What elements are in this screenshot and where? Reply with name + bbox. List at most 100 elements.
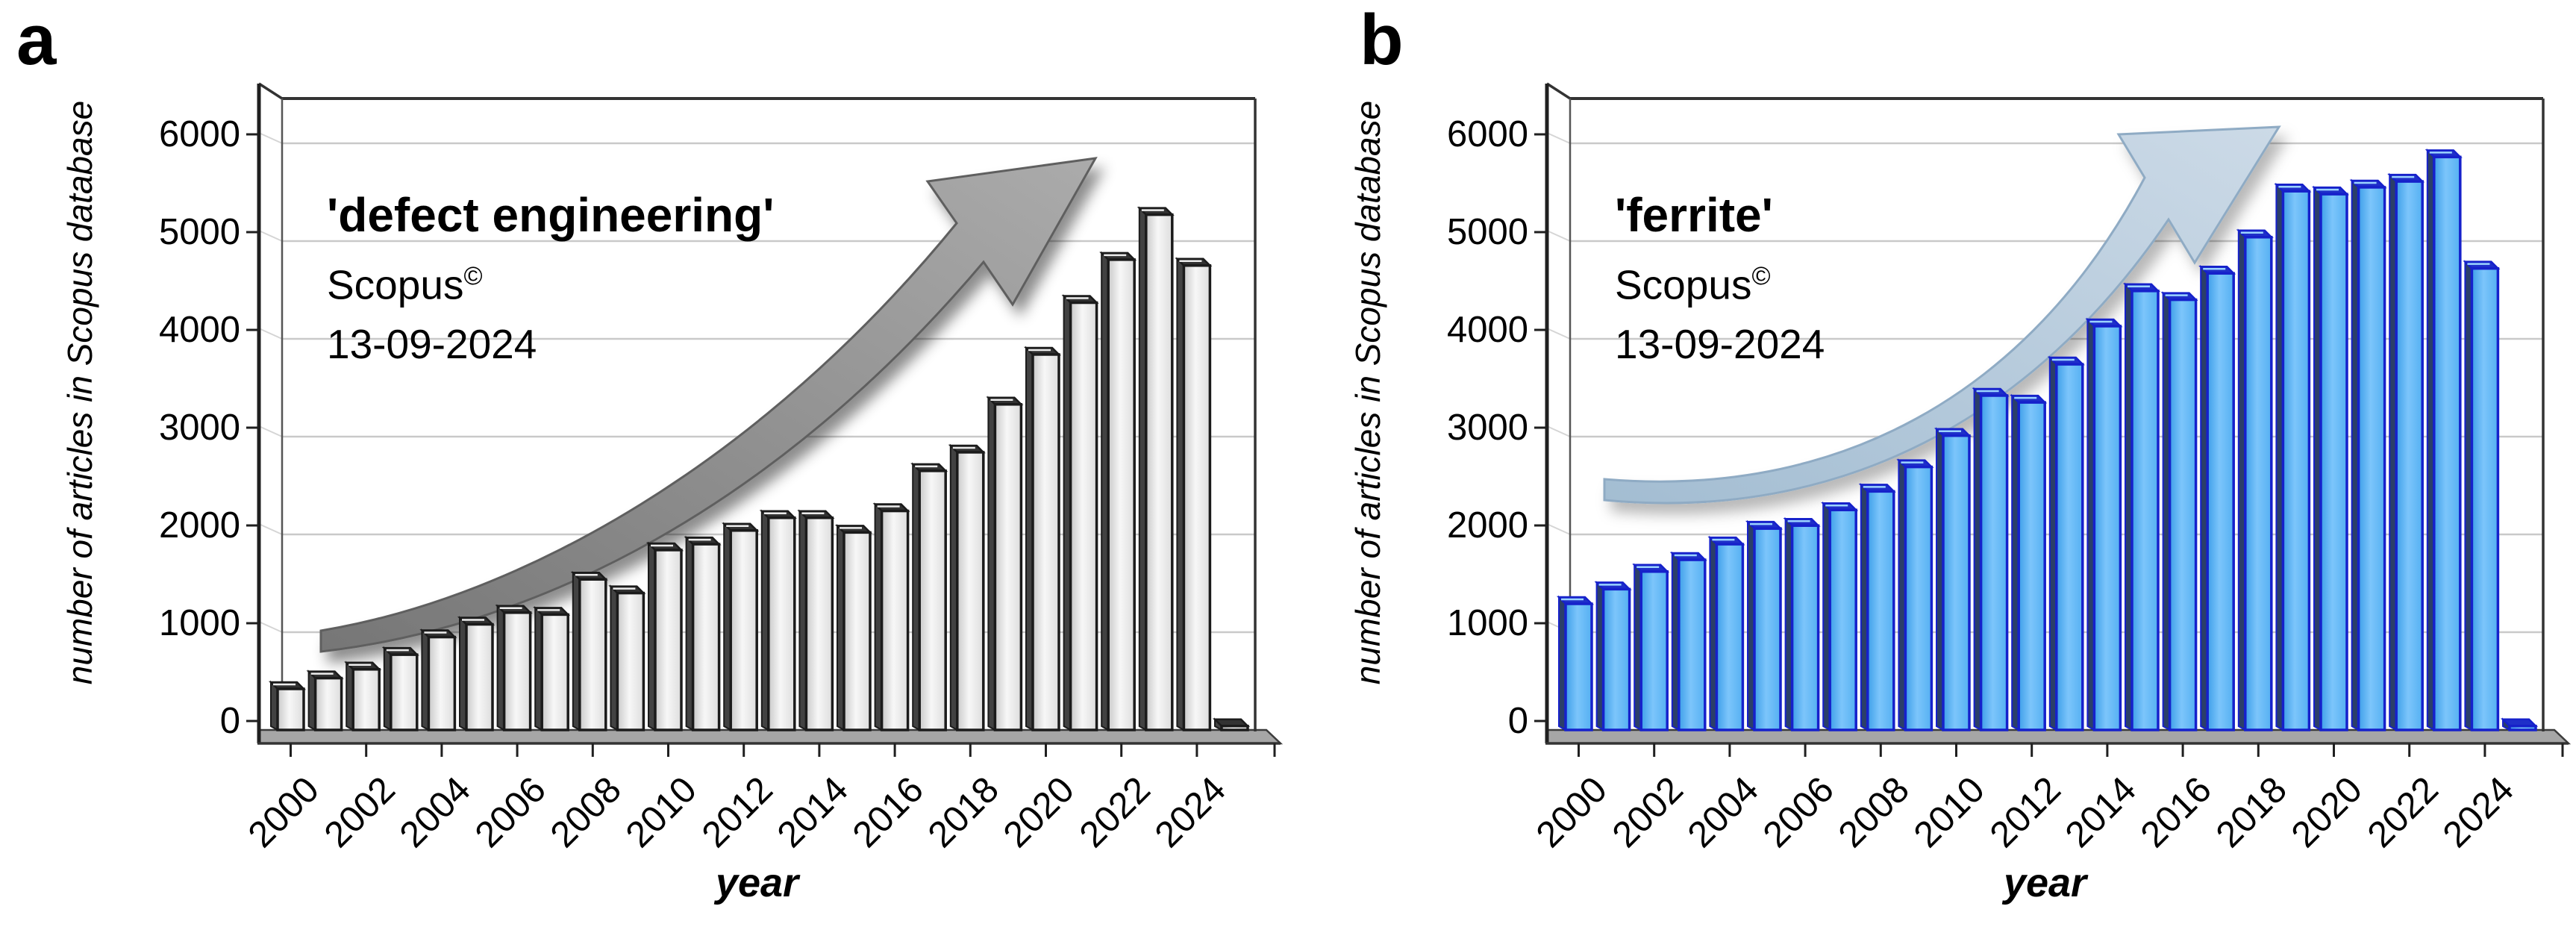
- y-tick-label-1000: 1000: [158, 603, 240, 643]
- bar-2017: [910, 462, 948, 731]
- bar-2022: [1099, 251, 1137, 731]
- y-tick-label-2000: 2000: [1446, 505, 1528, 546]
- x-axis-title-b: year: [2003, 861, 2087, 905]
- bar-2015: [2122, 282, 2161, 731]
- axes-frame: [1545, 82, 2569, 745]
- bar-2020: [1023, 346, 1062, 731]
- date-line-a: 13-09-2024: [327, 321, 537, 368]
- chart-panel-a: a number of articles in Scopus database …: [16, 0, 1284, 905]
- bar-2025: [2500, 717, 2539, 731]
- bar-2011: [1972, 387, 2010, 731]
- bar-chart-b: [1534, 82, 2572, 757]
- bar-2025: [1212, 717, 1251, 731]
- bar-2004: [419, 628, 457, 731]
- bar-2001: [1594, 580, 1632, 731]
- y-ticks: [1534, 133, 1547, 722]
- left-wall: [259, 84, 282, 743]
- bars: [268, 206, 1251, 731]
- bar-2016: [2160, 291, 2198, 731]
- y-tick-label-6000: 6000: [1446, 114, 1528, 154]
- copyright-symbol-a: ©: [463, 262, 483, 290]
- y-tick-label-3000: 3000: [1446, 408, 1528, 448]
- y-tick-label-0: 0: [219, 701, 240, 741]
- trend-arrow: [1603, 125, 2281, 505]
- bar-2007: [533, 606, 571, 731]
- y-tick-label-1000: 1000: [1446, 603, 1528, 643]
- y-ticks: [246, 133, 259, 722]
- bar-2005: [1745, 519, 1783, 731]
- copyright-symbol-b: ©: [1751, 262, 1771, 290]
- bar-2007: [1821, 501, 1859, 731]
- bar-2010: [645, 541, 684, 731]
- bar-2024: [2463, 260, 2501, 731]
- date-line-b: 13-09-2024: [1615, 321, 1825, 368]
- bar-2014: [2085, 317, 2123, 731]
- panel-label-a: a: [16, 0, 57, 80]
- search-term-title-a: 'defect engineering': [327, 188, 775, 242]
- bar-2012: [2010, 393, 2048, 731]
- bar-2022: [2387, 172, 2425, 731]
- source-line-b: Scopus©: [1615, 246, 1825, 314]
- bar-2004: [1707, 535, 1745, 731]
- bar-2019: [2274, 182, 2312, 731]
- source-name-a: Scopus: [327, 261, 464, 308]
- bar-2002: [1632, 563, 1670, 731]
- bar-2006: [495, 604, 533, 731]
- bar-2018: [2236, 228, 2274, 731]
- bar-2000: [1556, 595, 1595, 731]
- bar-2011: [684, 535, 722, 731]
- bar-2019: [986, 396, 1024, 731]
- bar-2023: [2425, 148, 2463, 731]
- bar-2017: [2198, 264, 2236, 731]
- y-tick-label-3000: 3000: [158, 408, 240, 448]
- bar-2009: [1896, 458, 1934, 731]
- y-tick-label-5000: 5000: [1446, 212, 1528, 252]
- bar-2013: [759, 509, 797, 731]
- x-axis-title-a: year: [715, 861, 799, 905]
- bar-2018: [948, 443, 986, 731]
- source-line-a: Scopus©: [327, 246, 774, 314]
- y-tick-label-4000: 4000: [158, 310, 240, 350]
- bar-2016: [872, 502, 910, 731]
- chart-panel-b: b number of articles in Scopus database …: [1288, 0, 2576, 927]
- bar-2021: [1061, 294, 1099, 731]
- bar-2014: [797, 509, 835, 731]
- bar-2013: [2047, 355, 2085, 731]
- bar-2001: [306, 670, 344, 731]
- bar-2008: [1858, 482, 1896, 731]
- bar-2006: [1783, 516, 1821, 731]
- y-tick-label-6000: 6000: [158, 114, 240, 154]
- bar-2015: [834, 523, 873, 731]
- bar-2008: [570, 570, 608, 731]
- floor-3d: [1545, 728, 2572, 745]
- x-ticks: [1578, 743, 2564, 757]
- search-term-title-b: 'ferrite': [1615, 188, 1773, 242]
- axes-frame: [257, 82, 1281, 745]
- y-tick-label-5000: 5000: [158, 212, 240, 252]
- bar-2012: [722, 522, 760, 731]
- bar-2010: [1933, 427, 1972, 731]
- bar-2023: [1137, 206, 1175, 731]
- bar-2000: [268, 680, 307, 731]
- trend-arrow: [319, 157, 1098, 653]
- panel-label-b: b: [1360, 0, 1404, 80]
- bar-2005: [457, 616, 495, 731]
- bars: [1556, 148, 2539, 731]
- bar-2009: [608, 584, 646, 731]
- bar-chart-a: [246, 82, 1284, 757]
- y-tick-label-0: 0: [1507, 701, 1528, 741]
- x-ticks: [290, 743, 1276, 757]
- floor-3d: [257, 728, 1284, 745]
- bar-2021: [2349, 178, 2387, 731]
- annotation-block-b: 'ferrite' Scopus© 13-09-2024: [1615, 184, 1825, 374]
- bar-2020: [2311, 185, 2350, 731]
- source-name-b: Scopus: [1615, 261, 1752, 308]
- bar-2003: [1669, 551, 1707, 731]
- bar-2003: [381, 646, 419, 731]
- left-wall: [1547, 84, 1570, 743]
- annotation-block-a: 'defect engineering' Scopus© 13-09-2024: [327, 184, 774, 374]
- y-tick-label-2000: 2000: [158, 505, 240, 546]
- y-tick-label-4000: 4000: [1446, 310, 1528, 350]
